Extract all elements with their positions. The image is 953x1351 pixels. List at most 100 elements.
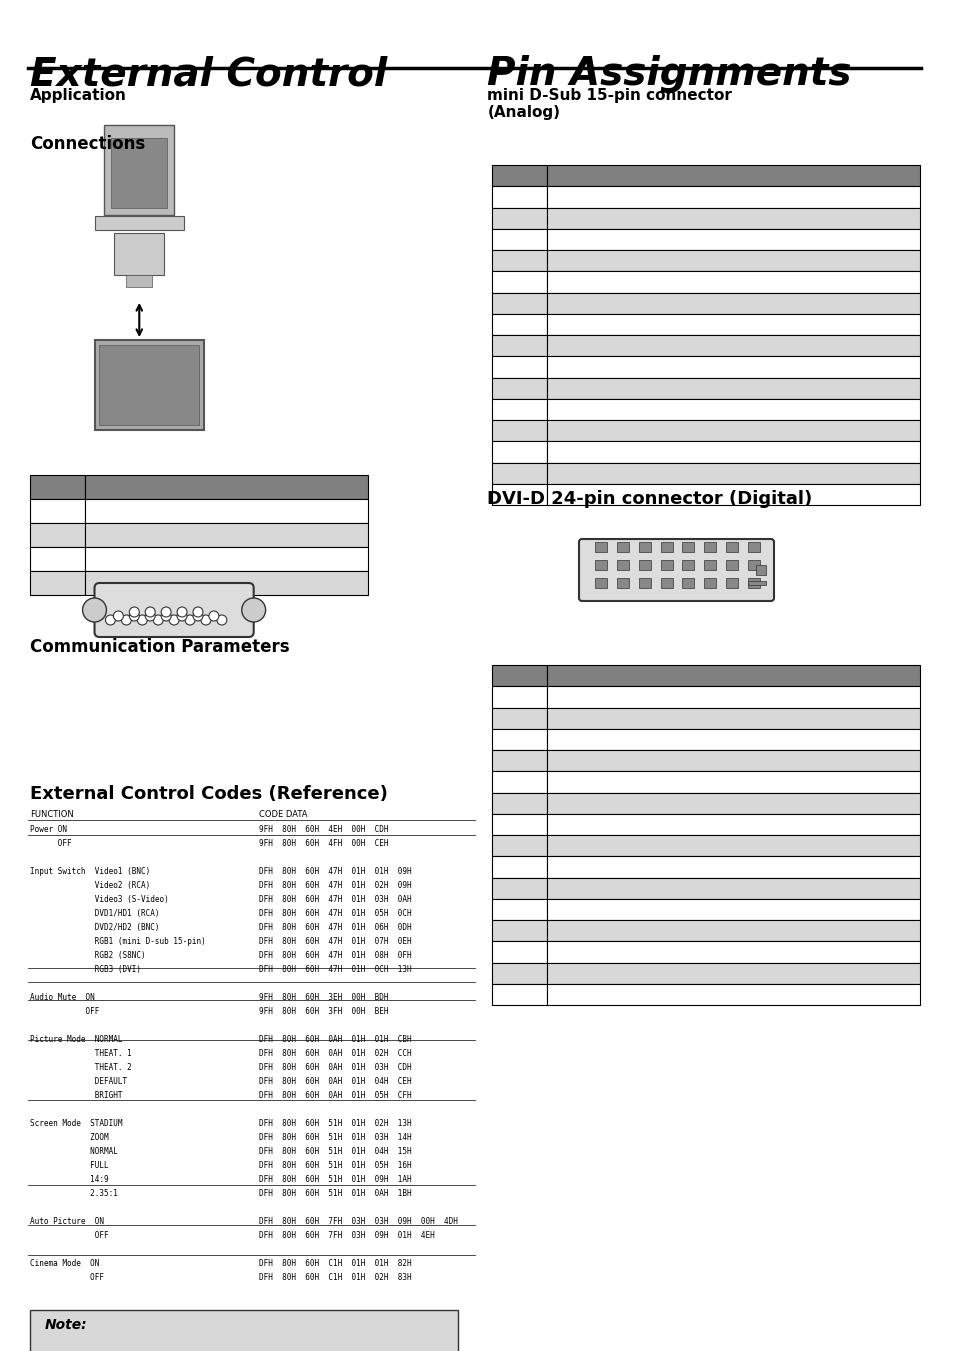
Text: DFH  80H  60H  47H  01H  06H  0DH: DFH 80H 60H 47H 01H 06H 0DH: [258, 923, 411, 932]
Bar: [492, 335, 547, 357]
Bar: [94, 216, 184, 230]
Text: Picture Mode  NORMAL: Picture Mode NORMAL: [30, 1035, 122, 1044]
Text: Input Switch  Video1 (BNC): Input Switch Video1 (BNC): [30, 867, 150, 875]
Bar: [547, 708, 920, 728]
Bar: [547, 228, 920, 250]
Circle shape: [121, 615, 132, 626]
Text: DFH  80H  60H  51H  01H  09H  1AH: DFH 80H 60H 51H 01H 09H 1AH: [258, 1175, 411, 1183]
Bar: [681, 542, 694, 553]
Bar: [547, 942, 920, 962]
Text: Communication Parameters: Communication Parameters: [30, 638, 289, 657]
Text: Pin Assignments: Pin Assignments: [487, 55, 851, 93]
Circle shape: [177, 607, 187, 617]
Text: DFH  80H  60H  C1H  01H  02H  83H: DFH 80H 60H C1H 01H 02H 83H: [258, 1273, 411, 1282]
Bar: [725, 578, 738, 588]
Text: NORMAL: NORMAL: [30, 1147, 117, 1156]
Bar: [703, 578, 716, 588]
Circle shape: [153, 615, 163, 626]
Text: 9FH  80H  60H  4FH  00H  CEH: 9FH 80H 60H 4FH 00H CEH: [258, 839, 388, 848]
Bar: [547, 771, 920, 793]
Bar: [547, 462, 920, 484]
Circle shape: [130, 611, 139, 621]
Circle shape: [137, 615, 147, 626]
Text: DFH  80H  60H  C1H  01H  01H  82H: DFH 80H 60H C1H 01H 01H 82H: [258, 1259, 411, 1269]
Bar: [547, 165, 920, 186]
Text: THEAT. 1: THEAT. 1: [30, 1048, 132, 1058]
Text: CODE DATA: CODE DATA: [258, 811, 307, 819]
Bar: [547, 399, 920, 420]
Bar: [547, 272, 920, 293]
Bar: [681, 578, 694, 588]
Circle shape: [113, 611, 123, 621]
Bar: [94, 340, 204, 430]
Text: DFH  80H  60H  7FH  03H  09H  01H  4EH: DFH 80H 60H 7FH 03H 09H 01H 4EH: [258, 1231, 434, 1240]
Text: DFH  80H  60H  47H  01H  02H  09H: DFH 80H 60H 47H 01H 02H 09H: [258, 881, 411, 890]
Bar: [747, 542, 760, 553]
Text: DFH  80H  60H  47H  01H  08H  0FH: DFH 80H 60H 47H 01H 08H 0FH: [258, 951, 411, 961]
Bar: [547, 377, 920, 399]
Bar: [547, 313, 920, 335]
Bar: [595, 578, 606, 588]
Bar: [617, 578, 628, 588]
Text: OFF: OFF: [30, 1231, 109, 1240]
Text: DFH  80H  60H  0AH  01H  05H  CFH: DFH 80H 60H 0AH 01H 05H CFH: [258, 1092, 411, 1100]
Text: RGB2 (S8NC): RGB2 (S8NC): [30, 951, 145, 961]
Bar: [547, 420, 920, 442]
Bar: [492, 920, 547, 942]
Bar: [547, 793, 920, 813]
Text: mini D-Sub 15-pin connector
(Analog): mini D-Sub 15-pin connector (Analog): [487, 88, 732, 120]
Text: THEAT. 2: THEAT. 2: [30, 1063, 132, 1071]
Text: Application: Application: [30, 88, 127, 103]
FancyBboxPatch shape: [578, 539, 773, 601]
Text: OFF: OFF: [30, 1006, 99, 1016]
Circle shape: [161, 607, 171, 617]
Text: Power ON: Power ON: [30, 825, 67, 834]
Text: 9FH  80H  60H  4EH  00H  CDH: 9FH 80H 60H 4EH 00H CDH: [258, 825, 388, 834]
Text: DFH  80H  60H  47H  01H  01H  09H: DFH 80H 60H 47H 01H 01H 09H: [258, 867, 411, 875]
Bar: [492, 420, 547, 442]
Bar: [126, 276, 152, 286]
Bar: [547, 484, 920, 505]
Text: DFH  80H  60H  0AH  01H  02H  CCH: DFH 80H 60H 0AH 01H 02H CCH: [258, 1048, 411, 1058]
Bar: [703, 542, 716, 553]
Bar: [492, 771, 547, 793]
Bar: [681, 561, 694, 570]
Text: DFH  80H  60H  47H  01H  03H  0AH: DFH 80H 60H 47H 01H 03H 0AH: [258, 894, 411, 904]
Bar: [747, 561, 760, 570]
Bar: [30, 547, 85, 571]
Text: Video3 (S-Video): Video3 (S-Video): [30, 894, 169, 904]
Bar: [30, 1310, 457, 1351]
Bar: [114, 232, 164, 276]
Text: RGB3 (DVI): RGB3 (DVI): [30, 965, 141, 974]
Bar: [112, 138, 167, 208]
Bar: [547, 665, 920, 686]
Text: FUNCTION: FUNCTION: [30, 811, 73, 819]
Bar: [547, 442, 920, 462]
Bar: [85, 571, 368, 594]
Bar: [659, 542, 672, 553]
Text: DFH  80H  60H  7FH  03H  03H  09H  00H  4DH: DFH 80H 60H 7FH 03H 03H 09H 00H 4DH: [258, 1217, 457, 1225]
Bar: [638, 578, 650, 588]
Bar: [30, 523, 85, 547]
Bar: [595, 542, 606, 553]
Text: Audio Mute  ON: Audio Mute ON: [30, 993, 94, 1002]
Bar: [85, 547, 368, 571]
Bar: [492, 165, 547, 186]
Bar: [659, 561, 672, 570]
Bar: [492, 942, 547, 962]
Bar: [492, 357, 547, 377]
Bar: [492, 835, 547, 857]
Bar: [492, 665, 547, 686]
Bar: [492, 462, 547, 484]
Bar: [725, 561, 738, 570]
Bar: [492, 228, 547, 250]
Text: 2.35:1: 2.35:1: [30, 1189, 117, 1198]
Bar: [492, 898, 547, 920]
Bar: [747, 581, 765, 585]
Text: Cinema Mode  ON: Cinema Mode ON: [30, 1259, 99, 1269]
Text: DVD1/HD1 (RCA): DVD1/HD1 (RCA): [30, 909, 159, 917]
Bar: [547, 293, 920, 313]
Bar: [703, 561, 716, 570]
Bar: [492, 686, 547, 708]
Text: DVI-D 24-pin connector (Digital): DVI-D 24-pin connector (Digital): [487, 490, 812, 508]
